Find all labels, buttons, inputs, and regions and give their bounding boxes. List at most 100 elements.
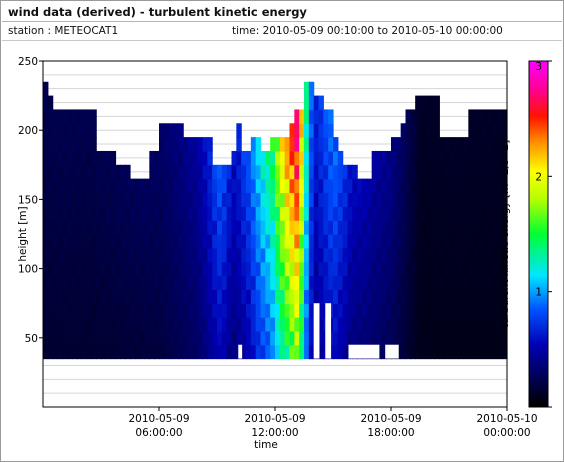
heatmap-cell bbox=[236, 303, 242, 318]
heatmap-cell bbox=[453, 150, 460, 166]
heatmap-cell bbox=[289, 220, 295, 235]
heatmap-cell bbox=[429, 234, 436, 249]
heatmap-cell bbox=[279, 178, 286, 194]
heatmap-cell bbox=[154, 150, 160, 166]
heatmap-cell bbox=[318, 317, 324, 332]
heatmap-cell bbox=[96, 303, 102, 318]
heatmap-cell bbox=[453, 206, 460, 221]
heatmap-cell bbox=[96, 261, 102, 277]
heatmap-cell bbox=[96, 275, 102, 290]
heatmap-cell bbox=[260, 275, 266, 290]
heatmap-cell bbox=[207, 261, 213, 277]
heatmap-cell bbox=[270, 220, 276, 235]
heatmap-cell bbox=[101, 192, 107, 207]
heatmap-cell bbox=[318, 234, 324, 249]
heatmap-cell bbox=[159, 275, 165, 290]
heatmap-cell bbox=[52, 234, 59, 249]
heatmap-cell bbox=[144, 178, 150, 194]
heatmap-cell bbox=[366, 192, 373, 207]
heatmap-cell bbox=[366, 178, 373, 194]
heatmap-cell bbox=[226, 178, 233, 194]
heatmap-cell bbox=[105, 220, 112, 235]
heatmap-cell bbox=[149, 178, 155, 194]
heatmap-cell bbox=[81, 220, 88, 235]
heatmap-cell bbox=[96, 192, 102, 207]
heatmap-cell bbox=[275, 178, 281, 194]
x-axis: 2010-05-0906:00:002010-05-0912:00:002010… bbox=[128, 407, 538, 439]
heatmap-cell bbox=[371, 317, 378, 332]
heatmap-cell bbox=[376, 206, 382, 221]
heatmap-cell bbox=[487, 109, 494, 124]
heatmap-cell bbox=[275, 220, 281, 235]
heatmap-cell bbox=[91, 206, 97, 221]
heatmap-cell bbox=[217, 317, 223, 332]
heatmap-cell bbox=[115, 247, 121, 263]
heatmap-cell bbox=[178, 123, 184, 138]
heatmap-cell bbox=[415, 247, 421, 263]
heatmap-cell bbox=[188, 303, 194, 318]
heatmap-cell bbox=[168, 247, 175, 263]
heatmap-cell bbox=[323, 261, 329, 277]
heatmap-cell bbox=[468, 137, 474, 152]
colorbar-tick-label: 2 bbox=[535, 171, 542, 183]
heatmap-cell bbox=[197, 234, 204, 249]
time-range-label: time: 2010-05-09 00:10:00 to 2010-05-10 … bbox=[232, 25, 503, 37]
heatmap-cell bbox=[139, 330, 146, 346]
heatmap-cell bbox=[212, 234, 218, 249]
heatmap-cell bbox=[289, 123, 295, 138]
heatmap-cell bbox=[159, 261, 165, 277]
heatmap-cell bbox=[236, 206, 242, 221]
heatmap-cell bbox=[386, 330, 392, 346]
heatmap-cell bbox=[487, 261, 494, 277]
heatmap-cell bbox=[337, 164, 344, 180]
heatmap-cell bbox=[313, 261, 320, 277]
heatmap-cell bbox=[57, 164, 63, 180]
heatmap-cell bbox=[453, 344, 460, 360]
heatmap-cell bbox=[168, 178, 175, 194]
heatmap-cell bbox=[212, 220, 218, 235]
heatmap-cell bbox=[444, 220, 450, 235]
heatmap-cell bbox=[120, 206, 126, 221]
heatmap-cell bbox=[188, 317, 194, 332]
heatmap-cell bbox=[400, 150, 407, 166]
heatmap-cell bbox=[376, 192, 382, 207]
heatmap-cell bbox=[289, 164, 295, 180]
heatmap-cell bbox=[304, 344, 310, 360]
heatmap-cell bbox=[468, 275, 474, 290]
heatmap-cell bbox=[410, 206, 416, 221]
heatmap-cell bbox=[62, 275, 68, 290]
heatmap-cell bbox=[139, 275, 146, 290]
heatmap-cell bbox=[337, 317, 344, 332]
heatmap-cell bbox=[265, 275, 271, 290]
heatmap-cell bbox=[279, 206, 286, 221]
heatmap-cell bbox=[352, 234, 358, 249]
heatmap-cell bbox=[207, 137, 213, 152]
heatmap-cell bbox=[178, 192, 184, 207]
heatmap-cell bbox=[434, 206, 440, 221]
heatmap-cell bbox=[313, 137, 320, 152]
heatmap-cell bbox=[429, 123, 436, 138]
heatmap-cell bbox=[357, 192, 363, 207]
heatmap-cell bbox=[284, 234, 291, 249]
heatmap-cell bbox=[444, 192, 450, 207]
heatmap-cell bbox=[299, 344, 305, 360]
heatmap-cell bbox=[424, 261, 431, 277]
heatmap-cell bbox=[424, 192, 431, 207]
heatmap-cell bbox=[52, 220, 59, 235]
heatmap-cell bbox=[67, 303, 73, 318]
heatmap-cell bbox=[96, 206, 102, 221]
heatmap-cell bbox=[91, 330, 97, 346]
heatmap-cell bbox=[120, 234, 126, 249]
heatmap-cell bbox=[463, 344, 469, 360]
heatmap-cell bbox=[492, 109, 498, 124]
heatmap-cell bbox=[357, 206, 363, 221]
heatmap-cell bbox=[270, 330, 276, 346]
heatmap-cell bbox=[376, 275, 382, 290]
heatmap-cell bbox=[173, 275, 179, 290]
heatmap-cell bbox=[434, 95, 440, 111]
heatmap-cell bbox=[217, 220, 223, 235]
heatmap-cell bbox=[67, 261, 73, 277]
heatmap-cell bbox=[482, 178, 489, 194]
heatmap-cell bbox=[52, 178, 59, 194]
heatmap-cell bbox=[144, 261, 150, 277]
